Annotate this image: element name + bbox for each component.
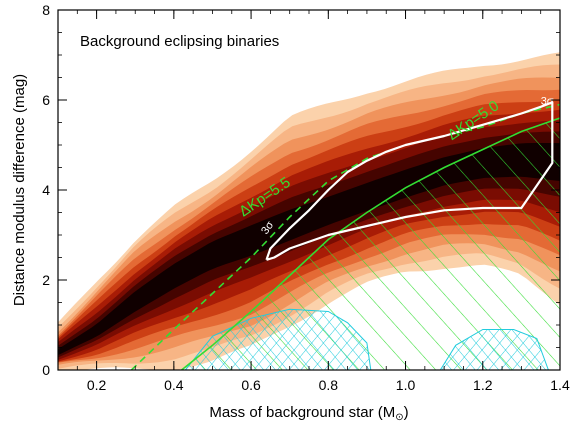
delta-kp-line-1 bbox=[130, 103, 560, 370]
y-tick-label: 4 bbox=[42, 182, 50, 198]
sun-symbol: ⊙ bbox=[395, 412, 403, 423]
contour-lines bbox=[130, 101, 560, 370]
y-axis-label: Distance modulus difference (mag) bbox=[11, 74, 28, 306]
x-axis-label: Mass of background star (M⊙) bbox=[209, 404, 408, 423]
axis-ticks: 0.2 0.4 0.6 0.8 1.0 1.2 1.4 0 2 4 6 8 bbox=[42, 2, 570, 393]
x-tick-label: 0.4 bbox=[164, 377, 184, 393]
y-tick-label: 2 bbox=[42, 272, 50, 288]
hatch-regions bbox=[181, 118, 560, 370]
y-tick-label: 0 bbox=[42, 362, 50, 378]
cyan-hatch-region-1-b bbox=[184, 308, 372, 370]
x-tick-label: 0.8 bbox=[319, 377, 339, 393]
x-tick-label: 0.6 bbox=[241, 377, 261, 393]
y-tick-label: 8 bbox=[42, 2, 50, 18]
x-tick-label: 1.2 bbox=[473, 377, 493, 393]
delta-kp-line-2 bbox=[181, 117, 560, 370]
background-annotation: Background eclipsing binaries bbox=[80, 33, 279, 50]
x-tick-label: 1.4 bbox=[550, 377, 570, 393]
y-tick-label: 6 bbox=[42, 92, 50, 108]
sigma-label-top: 3σ bbox=[541, 96, 554, 108]
x-tick-label: 1.0 bbox=[396, 377, 416, 393]
sigma-contour bbox=[265, 101, 554, 261]
green-hatch-region bbox=[181, 118, 560, 370]
x-tick-label: 0.2 bbox=[87, 377, 107, 393]
cyan-hatch-region-2-b bbox=[439, 329, 549, 370]
